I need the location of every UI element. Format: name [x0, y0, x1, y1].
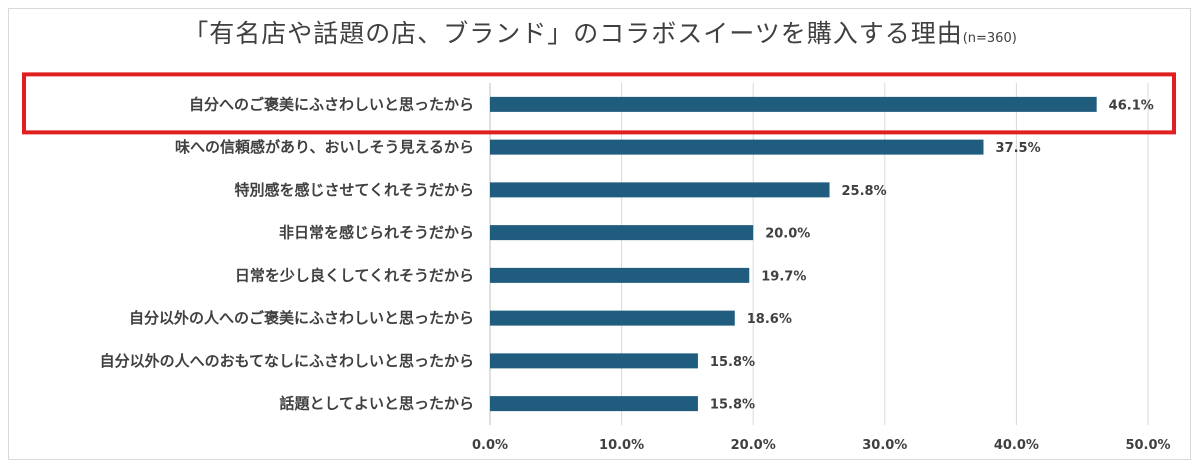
category-label: 話題としてよいと思ったから [279, 395, 474, 413]
bar [490, 310, 735, 326]
bar [490, 139, 984, 155]
bar [490, 353, 698, 369]
bar [490, 267, 750, 283]
value-label: 19.7% [761, 269, 806, 284]
category-label: 自分へのご褒美にふさわしいと思ったから [189, 95, 474, 113]
value-label: 37.5% [996, 141, 1041, 156]
x-tick-labels: 0.0% 10.0% 20.0% 30.0% 40.0% 50.0% [472, 438, 1171, 453]
value-label: 25.8% [842, 184, 887, 199]
category-label: 味への信頼感があり、おいしそう見えるから [175, 138, 474, 156]
value-label: 46.1% [1109, 98, 1154, 113]
highlight-box [22, 72, 1176, 135]
category-label: 日常を少し良くしてくれそうだから [235, 266, 474, 284]
x-tick-label: 40.0% [994, 438, 1039, 453]
value-label: 20.0% [765, 227, 810, 242]
chart-title-note: (n=360) [962, 31, 1017, 46]
bar [490, 396, 698, 412]
category-labels: 自分へのご褒美にふさわしいと思ったから味への信頼感があり、おいしそう見えるから特… [100, 95, 474, 412]
bars: 46.1% 37.5% 25.8% 20.0% 19.7% 18.6% 15.8% 15.8% [490, 96, 1154, 413]
category-label: 特別感を感じさせてくれそうだから [234, 181, 474, 199]
category-label: 自分以外の人へのおもてなしにふさわしいと思ったから [100, 352, 474, 370]
chart-title: 「有名店や話題の店、ブランド」のコラボスイーツを購入する理由(n=360) [0, 14, 1200, 50]
x-tick-label: 20.0% [731, 438, 776, 453]
value-label: 15.8% [710, 355, 755, 370]
bar [490, 182, 830, 198]
chart-title-text: 「有名店や話題の店、ブランド」のコラボスイーツを購入する理由 [183, 19, 963, 48]
bar [490, 225, 754, 241]
x-tick-label: 50.0% [1125, 438, 1170, 453]
x-tick-label: 0.0% [472, 438, 508, 453]
x-tick-label: 10.0% [599, 438, 644, 453]
x-tick-label: 30.0% [862, 438, 907, 453]
value-label: 15.8% [710, 398, 755, 413]
category-label: 非日常を感じられそうだから [279, 224, 474, 242]
bar [490, 96, 1097, 112]
value-label: 18.6% [747, 312, 792, 327]
category-label: 自分以外の人へのご褒美にふさわしいと思ったから [129, 309, 474, 327]
